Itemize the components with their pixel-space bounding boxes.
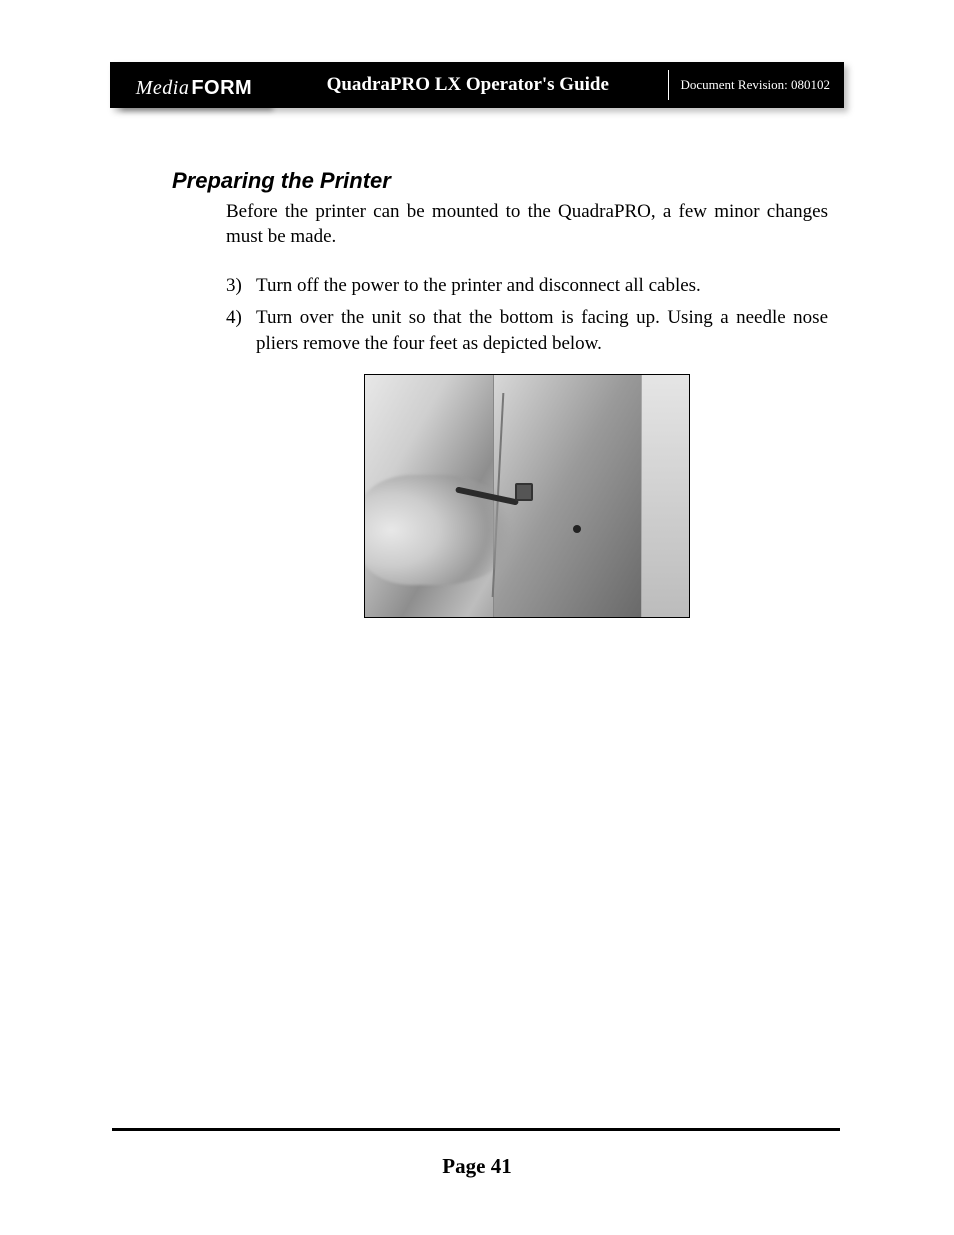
footer-rule (112, 1128, 840, 1131)
step-list: 3) Turn off the power to the printer and… (226, 273, 828, 356)
figure-side-panel (641, 375, 689, 617)
step-number: 4) (226, 305, 256, 356)
page-number: Page 41 (0, 1154, 954, 1179)
header-divider (668, 70, 669, 100)
content-area: Preparing the Printer Before the printer… (172, 168, 828, 618)
step-text: Turn over the unit so that the bottom is… (256, 305, 828, 356)
section-intro: Before the printer can be mounted to the… (226, 200, 828, 249)
section-heading: Preparing the Printer (172, 168, 828, 194)
list-item: 4) Turn over the unit so that the bottom… (226, 305, 828, 356)
figure-container (226, 374, 828, 618)
document-page: QuadraPRO LX Operator's Guide Document R… (0, 0, 954, 1235)
figure-rubber-foot (515, 483, 533, 501)
logo-text-media: Media (136, 77, 190, 100)
step-number: 3) (226, 273, 256, 299)
brand-logo: Media FORM (118, 68, 270, 108)
figure-image (364, 374, 690, 618)
list-item: 3) Turn off the power to the printer and… (226, 273, 828, 299)
header-revision: Document Revision: 080102 (681, 77, 845, 93)
step-text: Turn off the power to the printer and di… (256, 273, 828, 299)
logo-text-form: FORM (191, 77, 252, 100)
